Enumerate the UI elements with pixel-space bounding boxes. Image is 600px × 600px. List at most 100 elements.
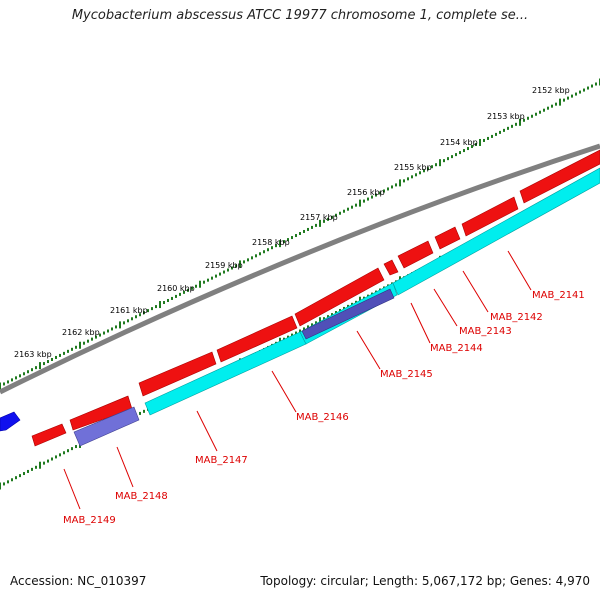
genome-summary-text: Topology: circular; Length: 5,067,172 bp… [260,574,590,588]
major-tick [559,98,561,106]
minor-tick [311,323,313,327]
major-tick [359,199,361,207]
minor-tick [275,244,277,248]
minor-tick [443,159,445,163]
minor-tick [223,270,225,274]
major-tick [279,240,281,248]
minor-tick [179,292,181,296]
minor-tick [583,88,585,92]
reverse-gene[interactable] [301,288,395,340]
minor-tick [271,246,273,250]
gene-label-mab-2146[interactable]: MAB_2146 [296,412,349,423]
minor-tick [207,278,209,282]
minor-tick [99,333,101,337]
minor-tick [463,149,465,153]
minor-tick [35,465,37,469]
minor-tick [343,209,345,213]
major-tick [39,362,41,370]
forward-gene[interactable] [434,226,461,250]
scale-label: 2163 kbp [14,350,52,359]
minor-tick [383,189,385,193]
minor-tick [107,329,109,333]
minor-tick [67,449,69,453]
forward-strand-genes [31,149,600,447]
reverse-gene[interactable] [392,167,600,296]
minor-tick [395,183,397,187]
minor-tick [303,229,305,233]
reverse-gene[interactable] [73,406,140,447]
minor-tick [291,333,293,337]
gene-label-mab-2143[interactable]: MAB_2143 [459,326,512,337]
forward-gene[interactable] [383,259,399,276]
minor-tick [551,104,553,108]
minor-tick [427,167,429,171]
minor-tick [311,225,313,229]
major-tick [119,321,121,329]
forward-gene[interactable] [397,240,434,269]
scale-label: 2154 kbp [440,138,478,147]
minor-tick [431,165,433,169]
reverse-strand-genes [73,167,600,447]
minor-tick [355,203,357,207]
minor-tick [291,236,293,240]
major-tick [439,159,441,167]
other-strand-gene[interactable] [0,411,21,432]
forward-gene[interactable] [216,315,298,363]
gene-label-mab-2148[interactable]: MAB_2148 [115,491,168,502]
accession-text: Accession: NC_010397 [10,574,147,588]
minor-tick [63,351,65,355]
minor-tick [327,315,329,319]
minor-tick [3,482,5,486]
minor-tick [335,311,337,315]
forward-gene[interactable] [31,423,67,447]
gene-label-mab-2145[interactable]: MAB_2145 [380,369,433,380]
minor-tick [227,268,229,272]
minor-tick [191,286,193,290]
minor-tick [139,411,141,415]
gene-label-mab-2142[interactable]: MAB_2142 [490,312,543,323]
major-tick [159,301,161,309]
minor-tick [567,96,569,100]
minor-tick [495,132,497,136]
minor-tick [23,372,25,376]
minor-tick [455,153,457,157]
scale-labels: 2152 kbp 2153 kbp 2154 kbp 2155 kbp 2156 kbp… [14,86,570,359]
minor-tick [287,238,289,242]
forward-gene[interactable] [138,351,217,397]
minor-tick [255,254,257,258]
minor-tick [415,173,417,177]
minor-tick [295,331,297,335]
forward-gene[interactable] [519,149,600,204]
gene-callout-lines [63,250,532,510]
minor-tick [487,136,489,140]
scale-label: 2160 kbp [157,284,195,293]
gene-label-mab-2149[interactable]: MAB_2149 [63,515,116,526]
minor-tick [575,92,577,96]
minor-tick [131,317,133,321]
minor-tick [587,86,589,90]
minor-tick [195,284,197,288]
minor-tick [243,260,245,264]
minor-tick [167,298,169,302]
gene-label-mab-2141[interactable]: MAB_2141 [532,290,585,301]
minor-tick [171,296,173,300]
major-tick [0,382,1,390]
gene-label-mab-2147[interactable]: MAB_2147 [195,455,248,466]
minor-tick [579,90,581,94]
minor-tick [591,84,593,88]
minor-tick [163,301,165,305]
forward-gene[interactable] [461,196,519,237]
minor-tick [231,266,233,270]
gene-label-mab-2144[interactable]: MAB_2144 [430,343,483,354]
scale-label: 2152 kbp [532,86,570,95]
minor-tick [367,197,369,201]
forward-gene[interactable] [294,267,385,327]
minor-tick [71,347,73,351]
minor-tick [43,461,45,465]
minor-tick [459,151,461,155]
minor-tick [75,345,77,349]
minor-tick [491,134,493,138]
minor-tick [19,374,21,378]
scale-label: 2158 kbp [252,238,290,247]
